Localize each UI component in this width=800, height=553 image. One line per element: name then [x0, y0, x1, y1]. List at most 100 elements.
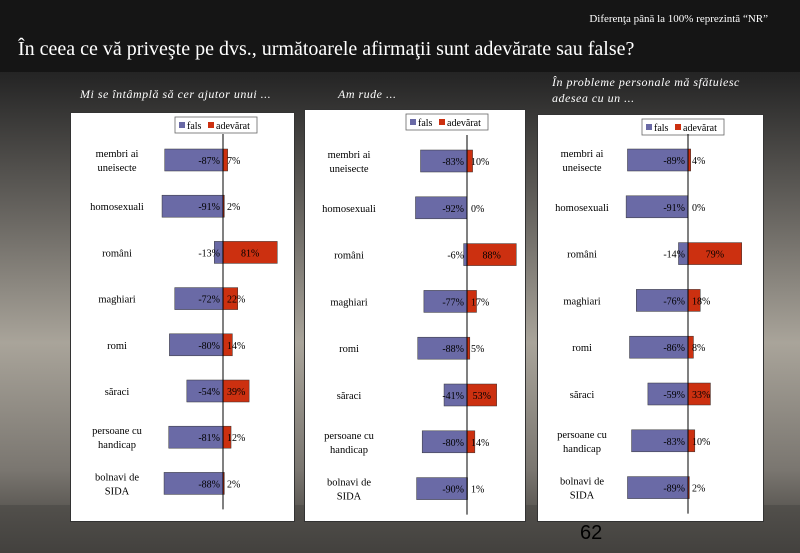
data-label-adevarat: 14% — [471, 438, 489, 449]
legend-label-fals: fals — [418, 118, 433, 129]
category-label: romi — [339, 344, 359, 355]
legend-box — [641, 118, 725, 136]
data-label-adevarat: 12% — [227, 433, 245, 444]
legend-label-fals: fals — [187, 121, 202, 132]
data-label-adevarat: 2% — [227, 479, 240, 490]
data-label-adevarat: 2% — [227, 202, 240, 213]
data-label-fals: -88% — [198, 479, 220, 490]
data-label-adevarat: 0% — [692, 203, 705, 214]
category-label: romi — [572, 343, 592, 354]
chart-2-title: Am rude ... — [338, 87, 397, 101]
legend-label-fals: fals — [654, 123, 669, 134]
data-label-fals: -77% — [442, 297, 464, 308]
data-label-adevarat: 33% — [692, 390, 710, 401]
category-label: maghiari — [98, 295, 135, 306]
category-label: români — [334, 251, 364, 262]
bar-chart-3: fals adevărat -89% 4% membri ai uneisecte -91%… — [555, 118, 742, 514]
category-label: persoane cu handicap — [557, 430, 608, 455]
data-label-fals: -83% — [442, 157, 464, 168]
bar-fals — [463, 243, 468, 266]
data-label-fals: -41% — [442, 391, 464, 402]
category-label: homosexuali — [555, 203, 609, 214]
legend: fals adevărat — [405, 113, 489, 131]
category-label: maghiari — [563, 296, 600, 307]
category-label: bolnavi de SIDA — [327, 478, 371, 503]
data-label-fals: -54% — [198, 387, 220, 398]
category-label: săraci — [337, 391, 362, 402]
category-label: romi — [107, 341, 127, 352]
data-label-fals: -72% — [198, 295, 220, 306]
data-label-adevarat: 8% — [692, 343, 705, 354]
legend-swatch-fals — [179, 122, 185, 128]
legend-box — [405, 113, 489, 131]
chart-3-title: În probleme personale mă sfătuiesc adese… — [552, 75, 740, 105]
data-label-adevarat: 18% — [692, 296, 710, 307]
category-label: bolnavi de SIDA — [95, 472, 139, 497]
data-label-fals: -80% — [442, 438, 464, 449]
legend-label-adevarat: adevărat — [683, 123, 717, 134]
category-label: persoane cu handicap — [92, 426, 143, 451]
category-label: persoane cu handicap — [324, 431, 375, 456]
data-label-adevarat: 10% — [471, 157, 489, 168]
data-label-fals: -91% — [663, 203, 685, 214]
category-label: homosexuali — [90, 202, 144, 213]
category-label: români — [567, 250, 597, 261]
chart-panel-3: fals adevărat -89% 4% membri ai uneisecte -91%… — [537, 114, 764, 522]
legend-swatch-adevarat — [675, 124, 681, 130]
data-label-adevarat: 4% — [692, 156, 705, 167]
bar-chart-1: fals adevărat -87% 7% membri ai uneisecte -91%… — [90, 116, 278, 510]
data-label-adevarat: 14% — [227, 341, 245, 352]
data-label-adevarat: 53% — [473, 391, 491, 402]
data-label-fals: -91% — [198, 202, 220, 213]
category-label: săraci — [105, 387, 130, 398]
legend-label-adevarat: adevărat — [447, 118, 481, 129]
category-label: săraci — [570, 390, 595, 401]
legend-swatch-adevarat — [208, 122, 214, 128]
chart-panel-1: fals adevărat -87% 7% membri ai uneisecte -91%… — [70, 112, 295, 522]
page-number: 62 — [580, 522, 603, 544]
data-label-adevarat: 22% — [227, 295, 245, 306]
category-label: homosexuali — [322, 204, 376, 215]
legend-swatch-fals — [410, 119, 416, 125]
category-label: bolnavi de SIDA — [560, 477, 604, 502]
legend: fals adevărat — [174, 116, 258, 134]
data-label-adevarat: 5% — [471, 344, 484, 355]
data-label-fals: -81% — [198, 433, 220, 444]
legend-box — [174, 116, 258, 134]
chart-1-title: Mi se întâmplă să cer ajutor unui ... — [80, 87, 272, 101]
data-label-adevarat: 81% — [241, 248, 259, 259]
category-label: membri ai uneisecte — [96, 149, 139, 174]
legend: fals adevărat — [641, 118, 725, 136]
data-label-adevarat: 79% — [706, 250, 724, 261]
data-label-adevarat: 39% — [227, 387, 245, 398]
legend-label-adevarat: adevărat — [216, 121, 250, 132]
category-label: români — [102, 248, 132, 259]
data-label-fals: -87% — [198, 156, 220, 167]
page-title: În ceea ce vă priveşte pe dvs., următoar… — [18, 38, 635, 60]
legend-swatch-adevarat — [439, 119, 445, 125]
nr-note: Diferenţa până la 100% reprezintă “NR” — [589, 13, 768, 25]
data-label-adevarat: 1% — [471, 485, 484, 496]
category-label: membri ai uneisecte — [328, 150, 371, 175]
data-label-fals: -89% — [663, 484, 685, 495]
data-label-fals: -83% — [663, 437, 685, 448]
data-label-adevarat: 2% — [692, 484, 705, 495]
data-label-adevarat: 10% — [692, 437, 710, 448]
data-label-fals: -59% — [663, 390, 685, 401]
data-label-adevarat: 7% — [227, 156, 240, 167]
data-label-fals: -13% — [198, 248, 220, 259]
data-label-adevarat: 17% — [471, 297, 489, 308]
data-label-adevarat: 0% — [471, 204, 484, 215]
data-label-fals: -89% — [663, 156, 685, 167]
data-label-fals: -76% — [663, 296, 685, 307]
chart-panel-2: fals adevărat -83% 10% membri ai uneisecte -92… — [304, 109, 526, 522]
category-label: maghiari — [330, 297, 367, 308]
category-label: membri ai uneisecte — [561, 149, 604, 174]
data-label-fals: -86% — [663, 343, 685, 354]
bar-chart-2: fals adevărat -83% 10% membri ai uneisecte -92… — [322, 113, 517, 515]
data-label-fals: -88% — [442, 344, 464, 355]
legend-swatch-fals — [646, 124, 652, 130]
data-label-fals: -92% — [442, 204, 464, 215]
data-label-fals: -6% — [447, 251, 464, 262]
data-label-fals: -14% — [663, 250, 685, 261]
